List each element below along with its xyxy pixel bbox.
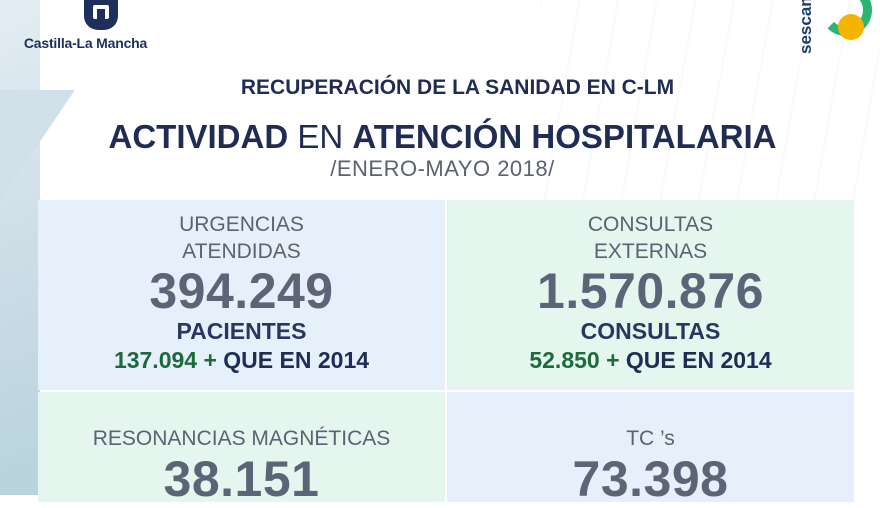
card-increase: 137.094 + QUE EN 2014: [38, 347, 445, 374]
card-number: 73.398: [572, 451, 729, 507]
card-increase: 52.850 + QUE EN 2014: [447, 347, 854, 374]
title-part-hospital: ATENCIÓN HOSPITALARIA: [352, 118, 777, 155]
subtitle: RECUPERACIÓN DE LA SANIDAD EN C-LM: [240, 76, 675, 99]
increase-text: QUE EN 2014: [625, 347, 772, 373]
card-number: 394.249: [149, 263, 334, 319]
background-left-panel: [0, 0, 40, 495]
increase-value: 137.094 +: [113, 347, 217, 373]
card-tc: TC ’s 73.398: [447, 392, 854, 507]
card-consultas: CONSULTAS EXTERNAS 1.570.876 CONSULTAS 5…: [447, 200, 854, 390]
page-title: ACTIVIDAD EN ATENCIÓN HOSPITALARIA: [0, 118, 880, 156]
increase-value: 52.850 +: [529, 347, 620, 373]
sescam-logo-text: sescam: [796, 0, 815, 54]
increase-text: QUE EN 2014: [223, 347, 370, 373]
sescam-dot-icon: [838, 14, 864, 40]
sescam-logo: sescam: [796, 0, 880, 56]
card-label-line1: CONSULTAS: [587, 213, 714, 236]
card-number: 1.570.876: [537, 263, 764, 319]
background-wedge: [0, 90, 75, 200]
card-label-line2: ATENDIDAS: [182, 240, 301, 263]
period: /ENERO-MAYO 2018/: [330, 156, 555, 181]
card-label-line1: URGENCIAS: [179, 213, 304, 236]
title-part-activity: ACTIVIDAD: [108, 118, 289, 155]
crest-icon: [84, 0, 118, 30]
card-number: 38.151: [163, 451, 320, 507]
card-label: RESONANCIAS MAGNÉTICAS: [92, 427, 391, 450]
card-resonancias: RESONANCIAS MAGNÉTICAS 38.151: [38, 392, 445, 507]
card-urgencias: URGENCIAS ATENDIDAS 394.249 PACIENTES 13…: [38, 200, 445, 390]
castilla-la-mancha-logo: Castilla-La Mancha: [18, 0, 153, 58]
title-part-en: EN: [297, 118, 344, 155]
background-lines: [540, 0, 880, 230]
card-label: TC ’s: [626, 427, 675, 450]
card-unit: CONSULTAS: [580, 318, 721, 344]
card-label-line2: EXTERNAS: [593, 240, 708, 263]
card-unit: PACIENTES: [176, 318, 307, 344]
castilla-la-mancha-logo-text: Castilla-La Mancha: [23, 35, 148, 51]
